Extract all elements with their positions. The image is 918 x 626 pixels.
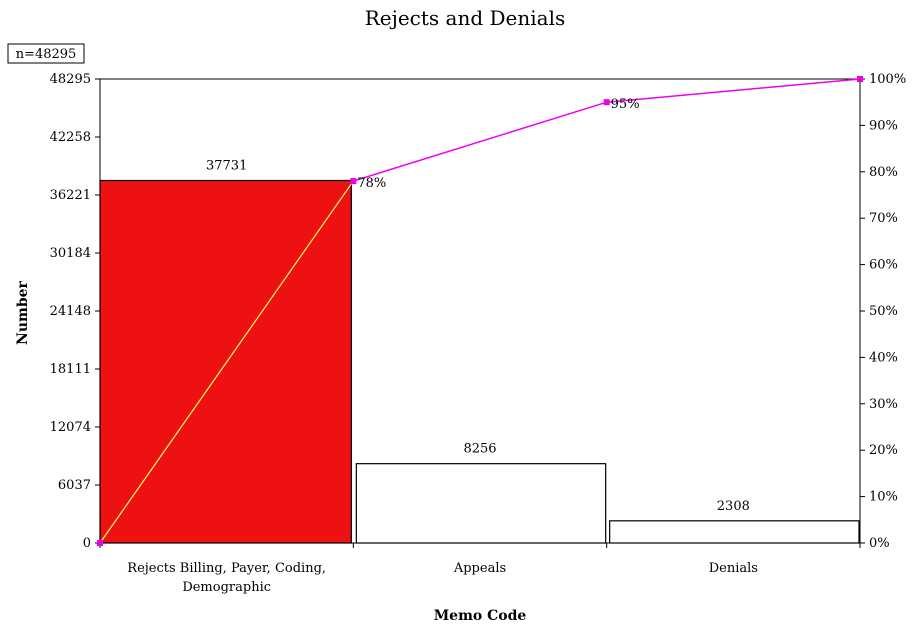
pct-tick-label-2: 20%: [869, 443, 898, 458]
pct-tick-label-3: 30%: [869, 397, 898, 412]
y-tick-label-7: 42258: [50, 130, 91, 145]
y-tick-label-4: 24148: [50, 304, 91, 319]
sample-size-label: n=48295: [16, 47, 77, 62]
plot-area: 37731 8256 2308 0 6037 12074 18111 24148 30184 36…: [50, 72, 907, 595]
category-label-2: Denials: [709, 561, 758, 576]
pct-tick-label-9: 90%: [869, 118, 898, 133]
pct-tick-label-5: 50%: [869, 304, 898, 319]
category-label-0: Rejects Billing, Payer, Coding, Demograph…: [127, 561, 326, 595]
y-axis-label: Number: [15, 280, 31, 344]
cumulative-point-2: [603, 99, 610, 106]
y-tick-label-0: 0: [83, 536, 91, 551]
cumulative-line: [353, 78, 861, 182]
y-tick-label-8: 48295: [50, 72, 91, 87]
y-tick-label-2: 12074: [50, 420, 91, 435]
sample-size-box: n=48295: [7, 43, 85, 64]
bar-value-label-0: 37731: [206, 158, 247, 173]
y-tick-label-5: 30184: [50, 246, 91, 261]
bar-value-label-2: 2308: [717, 499, 750, 514]
bar-1: [355, 463, 607, 544]
cumulative-point-3: [857, 76, 863, 82]
y-tick-label-6: 36221: [50, 188, 91, 203]
cumulative-point-1: [350, 178, 357, 185]
cumulative-point-0: [97, 540, 103, 546]
category-label-1: Appeals: [453, 561, 506, 576]
bar-2: [609, 520, 860, 544]
category-label-line: Rejects Billing, Payer, Coding,: [127, 561, 326, 576]
pct-tick-label-0: 0%: [869, 536, 890, 551]
pct-tick-label-8: 80%: [869, 165, 898, 180]
category-label-line: Denials: [709, 561, 758, 576]
pct-tick-label-4: 40%: [869, 350, 898, 365]
y-tick-label-1: 6037: [58, 478, 91, 493]
cumulative-label-1: 78%: [357, 176, 386, 191]
x-axis-label: Memo Code: [434, 608, 527, 624]
pct-tick-label-10: 100%: [869, 72, 906, 87]
category-label-line: Appeals: [453, 561, 506, 576]
chart-title: Rejects and Denials: [365, 6, 566, 30]
y-tick-label-3: 18111: [50, 362, 91, 377]
cumulative-segment-0: [99, 180, 354, 544]
pct-tick-label-1: 10%: [869, 490, 898, 505]
cumulative-label-2: 95%: [611, 97, 640, 112]
pct-tick-label-6: 60%: [869, 258, 898, 273]
pct-tick-label-7: 70%: [869, 211, 898, 226]
sample-size-frame: [7, 43, 85, 64]
bar-value-label-1: 8256: [463, 442, 496, 457]
category-label-line: Demographic: [182, 580, 271, 595]
